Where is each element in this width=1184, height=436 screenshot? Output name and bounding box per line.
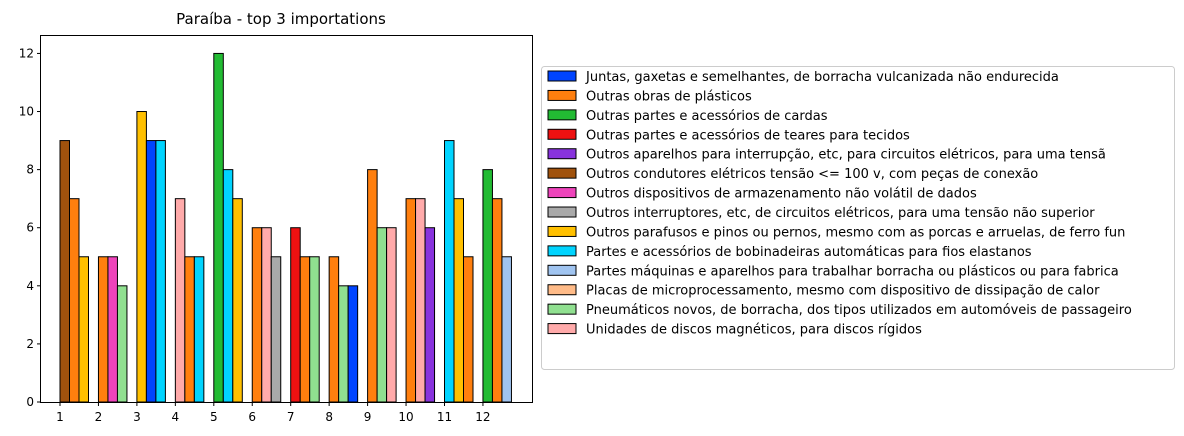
x-tick-label: 1 <box>56 410 64 424</box>
legend-swatch <box>547 128 577 140</box>
legend-label: Outros condutores elétricos tensão <= 10… <box>586 167 1038 182</box>
legend-swatch <box>547 148 577 160</box>
bar <box>376 227 388 403</box>
bar <box>69 198 80 403</box>
bar <box>59 140 70 403</box>
legend-label: Outras obras de plásticos <box>586 89 752 104</box>
bar <box>415 198 426 403</box>
y-tick-label: 2 <box>26 337 34 351</box>
y-tick-label: 12 <box>19 46 34 60</box>
bar <box>463 256 474 403</box>
legend-label: Pneumáticos novos, de borracha, dos tipo… <box>586 303 1132 318</box>
chart-title: Paraíba - top 3 importations <box>176 10 386 28</box>
legend-swatch <box>547 187 577 199</box>
bar <box>367 169 378 403</box>
legend-label: Outras partes e acessórios de teares par… <box>586 128 910 143</box>
y-tick-label: 0 <box>26 395 34 409</box>
bar <box>251 227 263 403</box>
bar <box>482 169 493 403</box>
bar <box>424 227 436 403</box>
x-tick-label: 5 <box>210 410 218 424</box>
bar <box>453 198 464 403</box>
legend-swatch <box>547 303 577 315</box>
bar <box>405 198 417 403</box>
legend-label: Unidades de discos magnéticos, para disc… <box>586 323 922 338</box>
bar <box>501 256 512 403</box>
bar <box>309 256 320 403</box>
legend: Juntas, gaxetas e semelhantes, de borrac… <box>541 66 1175 370</box>
legend-label: Partes e acessórios de bobinadeiras auto… <box>586 245 1032 260</box>
legend-label: Outros dispositivos de armazenamento não… <box>586 187 977 202</box>
bar <box>328 256 340 403</box>
x-tick-label: 7 <box>287 410 295 424</box>
bars <box>59 52 512 403</box>
bar <box>116 285 128 403</box>
legend-swatch <box>547 323 577 335</box>
x-tick-label: 8 <box>325 410 333 424</box>
legend-swatch <box>547 206 577 218</box>
legend-items: Juntas, gaxetas e semelhantes, de borrac… <box>547 70 1132 338</box>
bar <box>78 256 89 403</box>
x-tick-label: 12 <box>475 410 490 424</box>
legend-label: Outras partes e acessórios de cardas <box>586 109 828 124</box>
bar <box>222 169 234 403</box>
plot-frame <box>40 35 533 403</box>
legend-label: Outros parafusos e pinos ou pernos, mesm… <box>586 225 1125 240</box>
bar <box>270 256 282 403</box>
bar <box>97 256 109 403</box>
bar <box>136 111 147 403</box>
x-tick-label: 9 <box>364 410 372 424</box>
legend-swatch <box>547 70 577 82</box>
bar <box>145 140 157 403</box>
legend-label: Placas de microprocessamento, mesmo com … <box>586 284 1100 299</box>
x-tick-label: 3 <box>133 410 141 424</box>
bar <box>107 256 118 403</box>
legend-label: Outros aparelhos para interrupção, etc, … <box>586 148 1106 163</box>
bar <box>444 140 455 403</box>
legend-label: Partes máquinas e aparelhos para trabalh… <box>586 264 1119 279</box>
legend-swatch <box>547 167 577 179</box>
bar <box>299 256 311 403</box>
legend-swatch <box>547 109 577 121</box>
bar <box>213 52 224 403</box>
bar <box>174 198 186 403</box>
y-tick-label: 6 <box>26 221 34 235</box>
bar <box>338 285 349 403</box>
legend-swatch <box>547 284 577 296</box>
bar <box>491 198 503 403</box>
legend-swatch <box>547 264 577 276</box>
legend-swatch <box>547 89 577 101</box>
bar <box>261 227 272 403</box>
x-tick-label: 2 <box>95 410 103 424</box>
y-tick-label: 10 <box>19 105 34 119</box>
bar <box>232 198 243 403</box>
y-tick-label: 8 <box>26 163 34 177</box>
x-tick-label: 11 <box>437 410 452 424</box>
bar <box>347 285 359 403</box>
legend-frame <box>541 66 1175 370</box>
bar <box>193 256 205 403</box>
y-axis: 0 2 4 6 8 10 12 <box>19 46 41 409</box>
legend-swatch <box>547 245 577 257</box>
bar <box>155 140 166 403</box>
bar <box>184 256 195 403</box>
bar <box>290 227 301 403</box>
x-tick-label: 10 <box>398 410 413 424</box>
bar <box>386 227 397 403</box>
x-axis: 1 2 3 4 5 6 7 8 9 10 11 12 <box>56 402 491 424</box>
legend-label: Outros interruptores, etc, de circuitos … <box>586 206 1095 221</box>
x-tick-label: 6 <box>248 410 256 424</box>
y-tick-label: 4 <box>26 279 34 293</box>
legend-swatch <box>547 225 577 237</box>
x-tick-label: 4 <box>172 410 180 424</box>
legend-label: Juntas, gaxetas e semelhantes, de borrac… <box>585 70 1059 85</box>
